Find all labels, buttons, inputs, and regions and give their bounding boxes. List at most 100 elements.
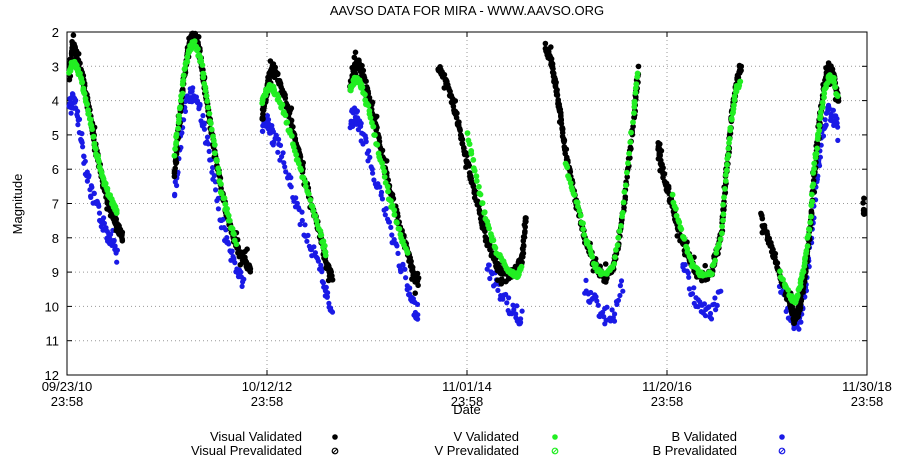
data-point-b <box>239 283 245 289</box>
data-point-b <box>820 133 827 139</box>
data-point-v <box>389 202 396 209</box>
data-point-v <box>92 145 99 152</box>
data-point-visual <box>383 158 390 164</box>
legend-marker-hatch <box>552 448 558 454</box>
data-point-v <box>616 228 623 235</box>
data-point-visual <box>798 297 805 304</box>
data-point-b <box>701 301 708 307</box>
data-point-b <box>275 149 281 155</box>
data-point-b <box>89 184 95 190</box>
data-point-b <box>323 284 329 290</box>
data-point-v <box>719 230 725 237</box>
data-point-v <box>803 247 810 254</box>
data-point-b <box>226 241 232 247</box>
data-point-v <box>806 226 812 233</box>
data-point-b <box>101 215 107 221</box>
data-point-v <box>479 200 486 207</box>
data-point-v <box>396 226 403 232</box>
x-tick-date: 09/23/10 <box>42 379 93 394</box>
data-point-v <box>794 292 801 299</box>
data-point-v <box>200 74 207 81</box>
data-point-v <box>374 141 381 148</box>
data-point-v <box>727 125 734 131</box>
data-point-visual <box>359 62 365 69</box>
data-point-v <box>486 225 492 232</box>
data-point-v <box>226 217 233 224</box>
data-point-v <box>804 243 811 250</box>
data-point-visual <box>657 141 663 147</box>
data-point-v <box>180 77 187 84</box>
data-point-b <box>708 316 715 322</box>
data-point-v <box>819 104 826 110</box>
data-point-v <box>725 145 732 152</box>
data-point-visual <box>119 231 125 238</box>
data-point-b <box>395 250 401 256</box>
data-point-v <box>359 84 366 91</box>
data-point-visual <box>558 117 564 123</box>
data-point-visual <box>567 168 574 175</box>
data-point-v <box>721 194 727 201</box>
data-point-b <box>304 238 310 244</box>
data-point-b <box>686 274 692 280</box>
data-point-v <box>737 78 744 85</box>
data-point-v <box>626 150 632 157</box>
data-point-visual <box>459 136 466 143</box>
x-tick-time: 23:58 <box>651 394 684 409</box>
data-point-v <box>580 220 586 227</box>
data-point-visual <box>243 258 249 265</box>
data-point-v <box>88 116 94 123</box>
data-point-b <box>600 309 606 315</box>
data-point-b <box>241 276 247 282</box>
data-point-v <box>473 178 480 184</box>
data-point-v <box>182 65 189 71</box>
data-point-v <box>615 234 622 241</box>
data-point-b <box>383 206 389 212</box>
data-point-b <box>108 231 114 237</box>
data-point-v <box>305 191 312 197</box>
data-point-b <box>324 294 330 300</box>
data-point-b <box>817 154 824 160</box>
data-point-v <box>785 287 792 293</box>
data-point-v <box>218 181 224 187</box>
data-point-visual <box>660 165 666 171</box>
x-axis-label: Date <box>453 402 480 417</box>
data-point-v <box>218 190 225 197</box>
data-point-b <box>206 148 212 154</box>
data-point-b <box>822 117 828 123</box>
data-point-visual <box>522 228 528 235</box>
data-point-visual <box>558 112 564 119</box>
data-point-v <box>372 132 378 139</box>
data-point-v <box>831 79 837 86</box>
data-point-v <box>808 191 815 198</box>
data-point-b <box>329 309 336 315</box>
data-point-v <box>811 160 818 167</box>
y-tick-label: 7 <box>52 197 59 212</box>
data-point-b <box>68 110 74 116</box>
data-point-visual <box>172 165 178 172</box>
data-point-b <box>484 266 490 272</box>
data-point-b <box>315 258 321 264</box>
data-point-visual <box>520 242 527 249</box>
data-point-b <box>82 158 88 164</box>
data-point-v <box>318 232 325 239</box>
data-point-visual <box>522 215 529 221</box>
data-point-visual <box>622 194 629 200</box>
x-tick-time: 23:58 <box>51 394 84 409</box>
data-point-b <box>713 307 719 313</box>
data-point-v <box>211 141 218 148</box>
data-point-v <box>365 102 372 109</box>
data-point-v <box>320 238 327 245</box>
data-point-v <box>614 242 621 249</box>
data-point-v <box>731 102 737 109</box>
data-point-v <box>477 191 484 198</box>
data-point-b <box>504 300 510 306</box>
data-point-b <box>281 160 287 166</box>
data-point-v <box>212 150 218 157</box>
data-point-v <box>728 116 735 123</box>
data-point-b <box>609 307 615 313</box>
y-tick-label: 8 <box>52 231 59 246</box>
data-point-v <box>726 135 733 142</box>
data-point-v <box>821 94 827 101</box>
data-point-b <box>213 187 219 193</box>
